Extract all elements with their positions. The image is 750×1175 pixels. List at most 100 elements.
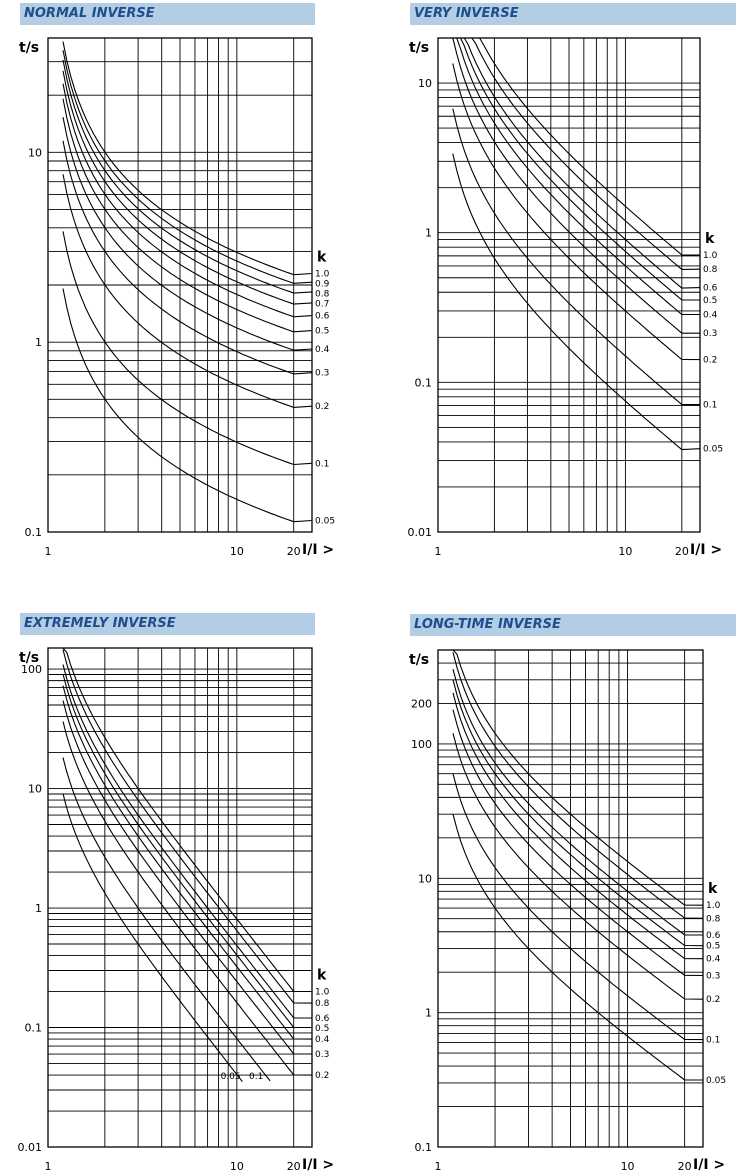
series-label: 0.1 — [703, 401, 717, 411]
y-axis-title: t/s — [19, 40, 39, 56]
x-axis-title: I/I > — [302, 1157, 334, 1173]
y-axis-title: t/s — [409, 652, 429, 668]
series-line-k-0_3 — [62, 700, 313, 1055]
series-label-inline: 0.05 — [221, 1072, 241, 1082]
series-line-k-0_2 — [62, 721, 313, 1076]
x-tick-label: 1 — [435, 1160, 442, 1173]
series-line-k-0_8 — [452, 37, 701, 270]
series-label: 0.05 — [315, 516, 335, 526]
series-line-k-0_4 — [62, 685, 313, 1040]
series-label: 0.5 — [315, 1024, 329, 1034]
series-label: 0.2 — [706, 995, 720, 1005]
chart-title: LONG-TIME INVERSE — [410, 614, 736, 636]
series-label: 0.3 — [315, 369, 329, 379]
y-tick-label: 0.1 — [25, 526, 43, 539]
series-line-k-0_6 — [62, 83, 313, 318]
series-label: 0.05 — [706, 1076, 726, 1086]
y-tick-label: 1 — [35, 336, 42, 349]
series-line-k-1_0 — [452, 37, 701, 256]
series-line-k-0_2 — [62, 174, 313, 408]
y-axis-title: t/s — [19, 650, 39, 666]
legend-title: k — [317, 249, 327, 265]
series-line-k-0_05 — [62, 288, 313, 523]
x-tick-label: 20 — [287, 545, 301, 558]
series-label: 0.8 — [315, 999, 330, 1009]
series-line-k-0_6 — [452, 669, 704, 936]
series-label: 0.9 — [315, 279, 330, 289]
y-tick-label: 200 — [411, 697, 432, 710]
series-group — [62, 647, 313, 1082]
grid — [48, 648, 312, 1147]
y-tick-label: 100 — [411, 738, 432, 751]
grid — [438, 650, 703, 1147]
series-label: 0.4 — [315, 1035, 330, 1045]
series-line-k-0_8 — [62, 59, 313, 294]
series-label: 0.6 — [315, 1014, 330, 1024]
series-label: 0.4 — [315, 345, 330, 355]
series-group — [452, 649, 704, 1081]
series-line-k-0_3 — [62, 140, 313, 375]
chart-title: VERY INVERSE — [410, 3, 736, 25]
x-tick-label: 1 — [435, 545, 442, 558]
series-label: 0.1 — [706, 1036, 720, 1046]
series-label: 0.1 — [315, 459, 329, 469]
y-tick-label: 10 — [418, 872, 432, 885]
series-label-inline: 0.1 — [249, 1072, 263, 1082]
chart-long-time-inverse: LONG-TIME INVERSE 0.1 1 10 100 200 1 10 20 t/s I/… — [375, 585, 750, 1175]
series-label: 0.5 — [703, 296, 717, 306]
y-tick-label: 1 — [35, 902, 42, 915]
series-line-k-0_05 — [62, 793, 243, 1082]
y-tick-label: 0.1 — [25, 1022, 43, 1035]
series-label: 0.8 — [315, 289, 330, 299]
y-axis-title: t/s — [409, 40, 429, 56]
series-line-k-0_2 — [452, 733, 704, 1000]
series-line-k-0_3 — [452, 37, 700, 334]
y-tick-label: 0.01 — [18, 1141, 43, 1154]
x-tick-label: 1 — [45, 1160, 52, 1173]
series-line-k-0_05 — [452, 814, 704, 1081]
series-line-k-0_5 — [62, 673, 313, 1029]
y-tick-label: 10 — [28, 146, 42, 159]
series-line-k-0_1 — [452, 108, 700, 406]
x-axis-title: I/I > — [690, 542, 722, 558]
series-label: 1.0 — [315, 269, 330, 279]
x-axis-title: I/I > — [693, 1157, 725, 1173]
series-line-k-0_1 — [62, 231, 313, 466]
series-label: 0.3 — [703, 329, 717, 339]
x-tick-label: 1 — [45, 545, 52, 558]
x-tick-label: 20 — [287, 1160, 301, 1173]
x-tick-label: 20 — [675, 545, 689, 558]
x-tick-label: 10 — [230, 545, 244, 558]
series-label: 0.6 — [706, 931, 721, 941]
series-line-k-0_5 — [452, 37, 700, 301]
series-label: 0.6 — [703, 284, 718, 294]
x-tick-label: 20 — [678, 1160, 692, 1173]
series-label: 0.8 — [706, 914, 721, 924]
legend-title: k — [708, 881, 718, 897]
y-tick-label: 0.01 — [408, 526, 433, 539]
series-label: 0.4 — [703, 311, 718, 321]
x-tick-label: 10 — [230, 1160, 244, 1173]
legend-title: k — [317, 968, 327, 984]
series-line-k-0_8 — [452, 652, 704, 919]
x-axis-title: I/I > — [302, 542, 334, 558]
series-label: 0.5 — [706, 942, 720, 952]
y-tick-label: 0.1 — [415, 376, 433, 389]
series-line-k-0_3 — [452, 709, 704, 977]
x-tick-label: 10 — [618, 545, 632, 558]
series-line-k-1_0 — [452, 649, 704, 906]
chart-very-inverse: VERY INVERSE 0.01 0.1 1 10 1 10 20 t/s I/I > k 1.0… — [375, 0, 750, 575]
series-label: 1.0 — [706, 901, 721, 911]
series-line-k-1_0 — [62, 647, 313, 993]
series-label: 0.4 — [706, 955, 721, 965]
chart-normal-inverse: NORMAL INVERSE 0.1 1 10 1 10 20 t/s I/I > k 1.0 0.… — [0, 0, 375, 575]
y-tick-label: 100 — [21, 663, 42, 676]
series-line-k-0_6 — [62, 664, 313, 1019]
chart-title: NORMAL INVERSE — [20, 3, 315, 25]
series-group — [62, 41, 313, 523]
series-group — [452, 37, 701, 451]
series-label: 0.2 — [315, 1071, 329, 1081]
series-line-k-0_9 — [62, 50, 313, 284]
series-line-k-0_05 — [452, 153, 701, 451]
